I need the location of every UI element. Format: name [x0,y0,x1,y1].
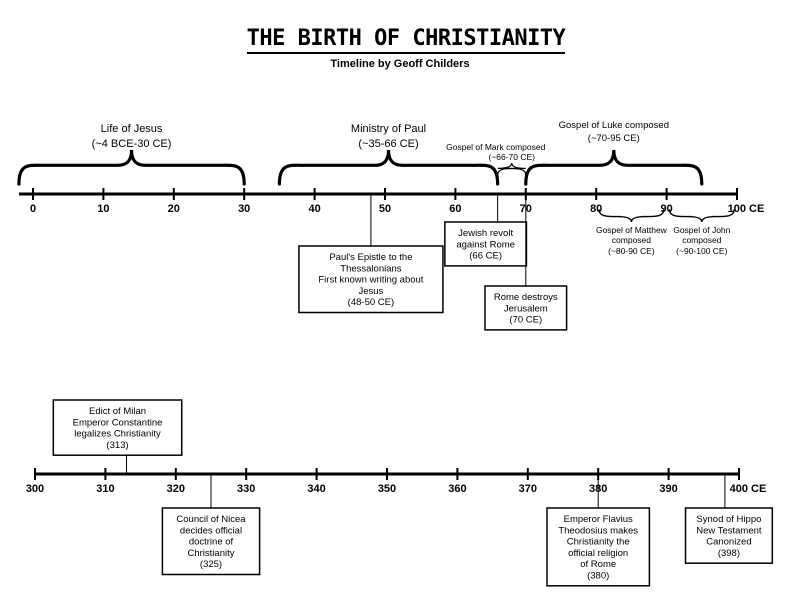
span-sublabel: (~90-100 CE) [676,246,727,256]
event-box-line: Christianity [188,548,235,559]
event-box-line: Christianity the [567,537,630,548]
span-label: composed [612,235,651,245]
event-box-line: Thessalonians [340,263,402,274]
below-span-brace [668,209,735,223]
span-label: Gospel of Matthew [596,225,668,235]
timeline-2-tick-label: 390 [659,483,677,495]
event-box-line: decides official [180,525,242,536]
event-box-line: Council of Nicea [176,514,246,525]
timeline-1-tick-label: 30 [238,203,250,215]
timeline-1-tick-label: 10 [97,203,109,215]
event-box-line: of Rome [580,559,616,570]
timeline-2-tick-label: 400 CE [730,483,767,495]
span-sublabel: (~66-70 CE) [488,152,535,162]
below-span-brace [598,209,665,223]
timeline-2-tick-label: 370 [519,483,537,495]
event-box-line: (380) [587,571,609,582]
event-box-line: legalizes Christianity [74,429,161,440]
event-box-line: doctrine of [189,537,234,548]
timeline-2-tick-label: 310 [96,483,114,495]
timeline-1-tick-label: 0 [30,203,36,215]
span-brace [524,149,704,186]
event-box-line: Paul's Epistle to the [329,252,412,263]
span-label: Gospel of Mark composed [446,142,545,152]
event-box-line: Synod of Hippo [696,514,761,525]
event-box-line: against Rome [456,239,515,250]
page-subtitle: Timeline by Geoff Childers [330,58,470,70]
event-box-line: Edict of Milan [89,406,146,417]
event-box-frame [444,221,528,267]
event-box: Paul's Epistle to theThessaloniansFirst … [298,245,444,314]
span-brace [277,149,500,186]
span-label: Ministry of Paul [351,123,426,135]
event-box-line: (398) [718,548,740,559]
event-box-line: Jewish revolt [458,228,513,239]
event-box-line: official religion [568,548,628,559]
span-sublabel: (~70-95 CE) [588,133,640,144]
timeline-1-tick-label: 100 CE [728,203,765,215]
span-brace [17,149,246,186]
event-box-line: First known writing about [318,275,423,286]
event-box-frame [546,507,651,587]
span-label: Life of Jesus [101,123,163,135]
span-sublabel: (~80-90 CE) [608,246,655,256]
event-box-frame [684,507,774,564]
timeline-2-tick-label: 350 [378,483,396,495]
event-box-line: (70 CE) [509,315,542,326]
timeline-1-tick-label: 20 [168,203,180,215]
event-box-line: Emperor Constantine [73,417,163,428]
event-box-line: (66 CE) [469,251,502,262]
span-label: Gospel of Luke composed [559,120,669,131]
event-box-line: Jesus [359,286,384,297]
timeline-1-tick-label: 40 [308,203,320,215]
event-box-line: Jerusalem [504,303,548,314]
event-box-frame [161,507,261,576]
event-box-line: (325) [200,559,222,570]
timeline-2-tick-label: 360 [448,483,466,495]
event-box-line: Rome destroys [494,292,558,303]
event-box-line: Canonized [706,537,751,548]
span-label: Gospel of John [673,225,730,235]
event-box-line: Theodosius makes [558,525,638,536]
timeline-2-tick-label: 330 [237,483,255,495]
page-title: THE BIRTH OF CHRISTIANITY [0,26,792,54]
span-label: composed [682,235,721,245]
event-box-line: (313) [106,440,128,451]
timeline-2-tick-label: 300 [26,483,44,495]
event-box-frame [484,285,568,331]
event-box-line: New Testament [696,525,762,536]
timeline-2-tick-label: 340 [307,483,325,495]
timeline-1-tick-label: 50 [379,203,391,215]
span-sublabel: (~35-66 CE) [358,138,418,150]
event-box-frame [298,245,444,314]
event-box-line: (48-50 CE) [348,297,394,308]
event-box-line: Emperor Flavius [564,514,633,525]
timeline-2-tick-label: 320 [167,483,185,495]
span-brace [497,162,527,176]
timeline-1-tick-label: 60 [449,203,461,215]
event-box-frame [52,399,183,456]
span-sublabel: (~4 BCE-30 CE) [92,138,172,150]
